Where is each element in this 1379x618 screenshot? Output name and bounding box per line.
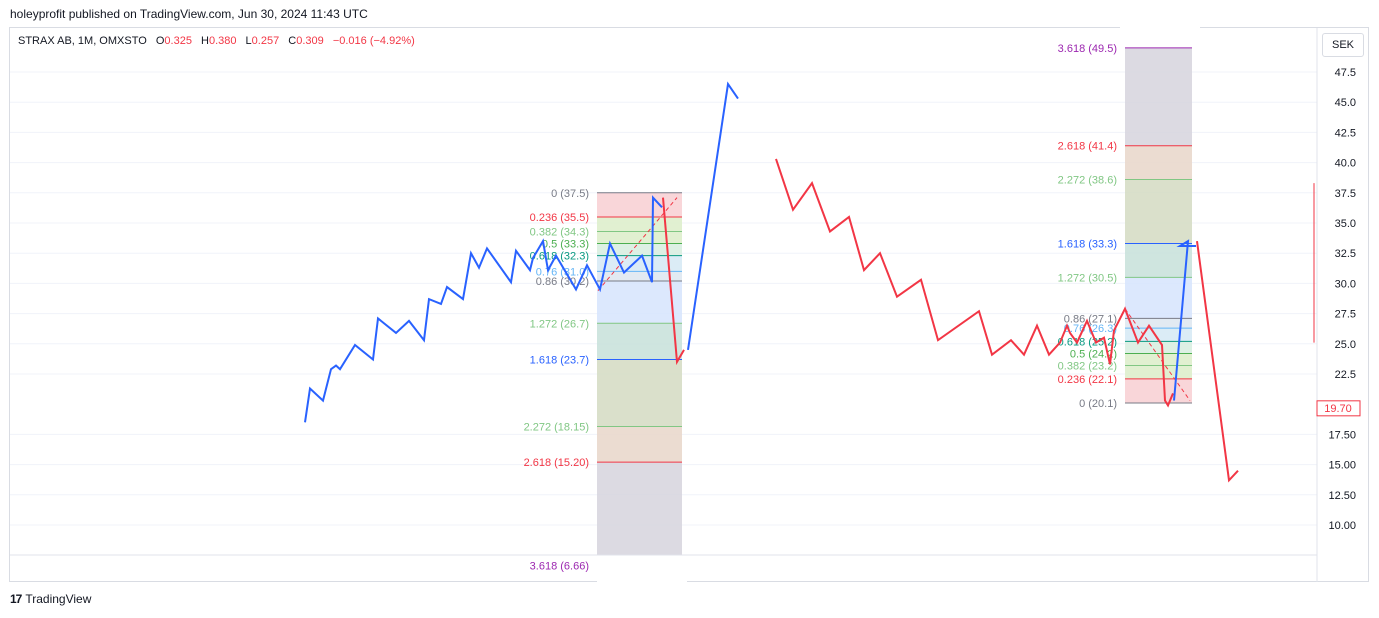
fib-level-label: 2.272 (18.15) <box>524 422 589 434</box>
price-axis: 10.00 12.50 15.00 17.50 22.5 25.0 27.5 30.0 32.5… <box>10 28 1361 582</box>
y-tick-label: 40.0 <box>1335 158 1356 170</box>
fib-zone <box>597 216 682 232</box>
high-key: H <box>201 35 209 47</box>
close-value: 0.309 <box>296 35 324 47</box>
fib-zone <box>597 271 682 281</box>
fib-zone <box>597 231 682 244</box>
fib-zone <box>597 243 682 256</box>
fib-level-label: 0.236 (35.5) <box>530 212 589 224</box>
y-tick-label: 10.00 <box>1328 520 1356 532</box>
symbol-name: STRAX AB, 1M, OMXSTO <box>18 35 147 47</box>
clip-mask <box>1120 0 1200 28</box>
y-tick-label: 30.0 <box>1335 278 1356 290</box>
y-tick-label: 42.5 <box>1335 127 1356 139</box>
fib-zone <box>597 426 682 463</box>
open-key: O <box>155 35 165 47</box>
y-tick-label: 27.5 <box>1335 309 1356 321</box>
chart-frame[interactable] <box>9 27 1369 582</box>
price-path-4 <box>1173 239 1196 401</box>
open-value: 0.325 <box>164 35 192 47</box>
price-path-0 <box>304 195 663 423</box>
brand-name: TradingView <box>25 592 92 606</box>
fib-zone <box>597 462 682 566</box>
fib-retracement-left: 0 (37.5) 0.236 (35.5) 0.382 (34.3)0.5 (33.… <box>524 188 687 595</box>
y-tick-label: 45.0 <box>1335 97 1356 109</box>
y-tick-label: 22.5 <box>1335 369 1356 381</box>
y-tick-label: 37.5 <box>1335 188 1356 200</box>
y-tick-label: 15.00 <box>1328 460 1356 472</box>
price-paths <box>304 81 1239 483</box>
price-path-2 <box>662 197 685 366</box>
fib-level-label: 1.272 (30.5) <box>1058 272 1117 284</box>
fib-level-label: 1.618 (23.7) <box>530 355 589 367</box>
fib-level-label: 2.272 (38.6) <box>1058 175 1117 187</box>
y-tick-label: 25.0 <box>1335 339 1356 351</box>
close-key: C <box>288 35 297 47</box>
fib-zone <box>1125 365 1192 379</box>
last-price-label: 19.70 <box>1324 403 1352 415</box>
publish-info: holeyprofit published on TradingView.com… <box>10 7 368 21</box>
fib-level-label: 0.5 (24.2) <box>1070 348 1117 360</box>
price-path-1 <box>687 81 739 350</box>
y-tick-label: 32.5 <box>1335 248 1356 260</box>
fib-zone <box>1125 353 1192 366</box>
fib-level-label: 1.618 (33.3) <box>1058 239 1117 251</box>
low-value: 0.257 <box>251 35 280 47</box>
symbol-legend: STRAX AB, 1M, OMXSTO O0.325 H0.380 L0.25… <box>18 35 415 47</box>
price-path-3 <box>775 158 1174 408</box>
fib-zone <box>1125 318 1192 329</box>
high-value: 0.380 <box>208 35 237 47</box>
y-tick-label: 17.50 <box>1328 429 1356 441</box>
fib-level-label: 0.382 (23.2) <box>1058 361 1117 373</box>
fib-level-label: 0.236 (22.1) <box>1058 374 1117 386</box>
fib-level-label: 0.86 (27.1) <box>1064 313 1117 325</box>
fib-retracement-right: 0 (20.1) 0.236 (22.1)0.382 (23.2)0.5 (24.… <box>1058 0 1200 410</box>
fib-zone <box>597 280 682 324</box>
currency-button[interactable]: SEK <box>1322 33 1364 57</box>
fib-level-label: 3.618 (6.66) <box>530 560 589 572</box>
fib-zone <box>597 359 682 427</box>
fib-level-label: 0.382 (34.3) <box>530 226 589 238</box>
fib-level-label: 0.86 (30.2) <box>536 276 589 288</box>
y-tick-label: 47.5 <box>1335 67 1356 79</box>
fib-zone <box>1125 378 1192 403</box>
price-path-5 <box>1196 240 1239 483</box>
y-tick-label: 35.0 <box>1335 218 1356 230</box>
fib-zone <box>1125 179 1192 244</box>
fib-trend-line <box>1124 308 1191 401</box>
fib-level-label: 0.618 (25.2) <box>1058 336 1117 348</box>
clip-mask <box>597 555 687 595</box>
last-price-box <box>1316 400 1361 417</box>
fib-level-label: 1.272 (26.7) <box>530 318 589 330</box>
fib-level-label: 0.5 (33.3) <box>542 239 589 251</box>
fib-zone <box>1125 243 1192 278</box>
footer-brand[interactable]: 17 TradingView <box>10 592 91 606</box>
fib-level-label: 3.618 (49.5) <box>1058 43 1117 55</box>
fib-level-label: 0 (20.1) <box>1079 398 1117 410</box>
tradingview-logo-icon: 17 <box>10 592 22 606</box>
fib-zone <box>597 192 682 217</box>
fib-level-label: 2.618 (41.4) <box>1058 141 1117 153</box>
fib-zone <box>1125 341 1192 354</box>
fib-zone <box>1125 145 1192 180</box>
fib-zone <box>1125 47 1192 146</box>
low-key: L <box>245 35 252 47</box>
y-tick-label: 12.50 <box>1328 490 1356 502</box>
fib-zone <box>597 323 682 360</box>
fib-level-label: 2.618 (15.20) <box>524 457 589 469</box>
fib-level-label: 0 (37.5) <box>551 188 589 200</box>
change-value: −0.016 (−4.92%) <box>332 35 415 47</box>
